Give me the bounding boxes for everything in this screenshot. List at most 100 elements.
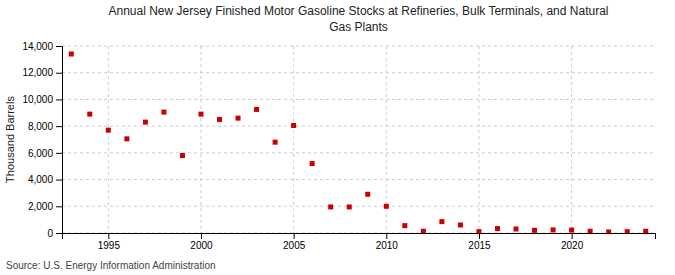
tick-label: 2,000 (28, 201, 53, 212)
tick: 12,000 (22, 67, 62, 78)
tick: 2015 (468, 233, 491, 251)
grid-line (62, 72, 655, 73)
tick-mark (108, 233, 109, 239)
chart-container: 1995 2000 2005 2010 2015 2020 0 2,000 4,000 6,000… (0, 0, 675, 275)
point (514, 226, 519, 231)
point (69, 52, 74, 57)
point (643, 229, 648, 233)
point (458, 222, 463, 227)
tick: 1995 (98, 233, 121, 251)
tick-label: 2010 (376, 240, 399, 251)
tick-mark (56, 233, 62, 234)
grid-line (62, 126, 655, 127)
y-axis-title: Thousand Barrels (4, 96, 16, 183)
point (124, 136, 129, 141)
source: Source: U.S. Energy Information Administ… (6, 260, 216, 271)
tick-mark (56, 153, 62, 154)
title: Annual New Jersey Finished Motor Gasolin… (108, 4, 608, 34)
point (347, 204, 352, 209)
grid-line (571, 46, 572, 233)
tick: 4,000 (28, 174, 62, 185)
tick-mark (386, 233, 387, 239)
point (365, 192, 370, 197)
tick-mark (479, 233, 480, 239)
tick-mark (56, 126, 62, 127)
point (106, 128, 111, 133)
grid-line (200, 46, 201, 233)
point (198, 112, 203, 117)
tick-label: 6,000 (28, 148, 53, 159)
point (310, 161, 315, 166)
tick-label: 0 (47, 228, 53, 239)
tick: 14,000 (22, 41, 62, 52)
point (254, 107, 259, 112)
point (143, 120, 148, 125)
tick-label: 4,000 (28, 174, 53, 185)
tick: 6,000 (28, 148, 62, 159)
tick-mark (56, 206, 62, 207)
title-line: Gas Plants (329, 20, 388, 34)
tick: 2,000 (28, 201, 62, 212)
points (69, 52, 648, 233)
grid-line (293, 46, 294, 233)
tick: 10,000 (22, 94, 62, 105)
point (161, 110, 166, 115)
point (569, 228, 574, 233)
point (421, 229, 426, 233)
point (495, 226, 500, 231)
title-line: Annual New Jersey Finished Motor Gasolin… (108, 4, 608, 18)
grid-line (62, 152, 655, 153)
grid-line (62, 99, 655, 100)
axis-line (56, 47, 63, 234)
point (384, 204, 389, 209)
tick: 0 (47, 228, 62, 239)
tick: 8,000 (28, 121, 62, 132)
point (291, 123, 296, 128)
tick-label: 2020 (561, 240, 584, 251)
tick: 2005 (283, 233, 306, 251)
point (87, 112, 92, 117)
grid-line (62, 179, 655, 180)
plot-area: 1995 2000 2005 2010 2015 2020 0 2,000 4,000 6,000… (22, 41, 655, 251)
y-axis: 0 2,000 4,000 6,000 8,000 10,000 12,000 14,000 (22, 41, 62, 239)
tick: 2020 (561, 233, 584, 251)
tick-mark (56, 180, 62, 181)
tick-mark (56, 73, 62, 74)
tick-label: 10,000 (22, 94, 53, 105)
tick-label: 2000 (190, 240, 213, 251)
point (606, 229, 611, 233)
grid-line (478, 46, 479, 233)
tick-label: 2005 (283, 240, 306, 251)
grid-line (62, 46, 655, 47)
grid-line (62, 206, 655, 207)
tick-mark (56, 46, 62, 47)
tick-mark (294, 233, 295, 239)
point (439, 219, 444, 224)
tick-mark (56, 99, 62, 100)
x-axis: 1995 2000 2005 2010 2015 2020 (63, 233, 656, 251)
grid-line (108, 46, 109, 233)
point (588, 229, 593, 233)
tick-label: 12,000 (22, 67, 53, 78)
point (532, 228, 537, 233)
point (236, 116, 241, 121)
chart-svg: 1995 2000 2005 2010 2015 2020 0 2,000 4,000 6,000… (0, 0, 675, 275)
grid (62, 46, 655, 233)
tick-label: 14,000 (22, 41, 53, 52)
tick-label: 1995 (98, 240, 121, 251)
point (328, 204, 333, 209)
point (625, 229, 630, 233)
tick: 2010 (376, 233, 399, 251)
point (402, 223, 407, 228)
tick-label: 8,000 (28, 121, 53, 132)
point (273, 140, 278, 145)
axis-line (63, 234, 656, 240)
point (180, 153, 185, 158)
point (217, 117, 222, 122)
tick-mark (572, 233, 573, 239)
tick-mark (201, 233, 202, 239)
point (476, 229, 481, 233)
point (551, 227, 556, 232)
tick: 2000 (190, 233, 213, 251)
tick-label: 2015 (468, 240, 491, 251)
